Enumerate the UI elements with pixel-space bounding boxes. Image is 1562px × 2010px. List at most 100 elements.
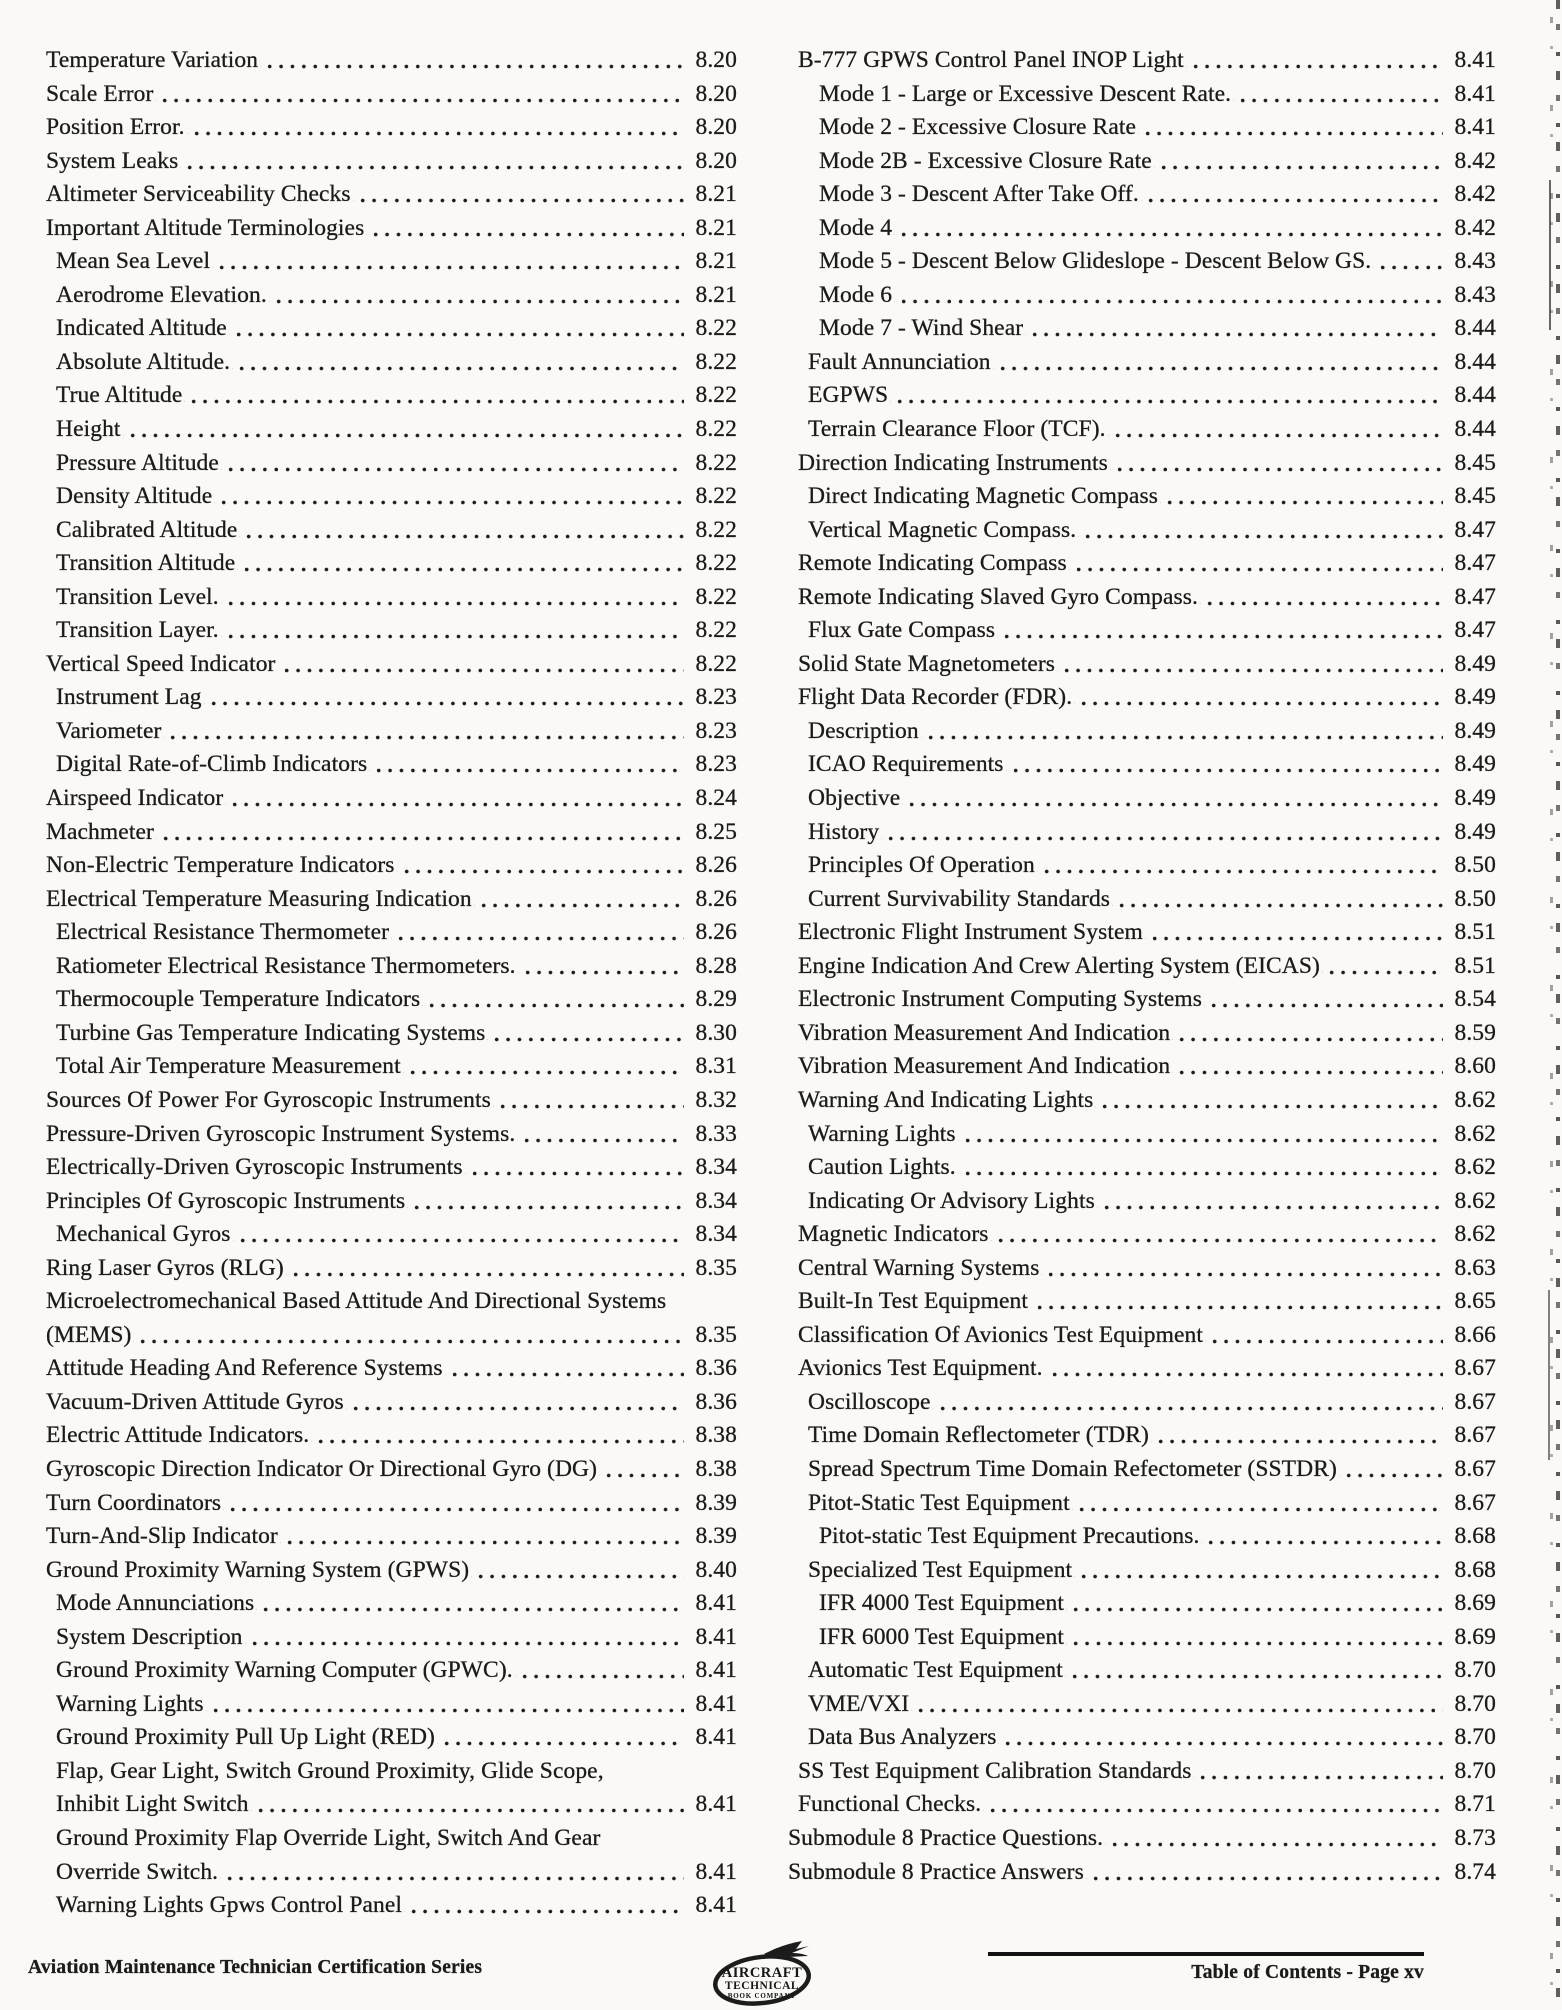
footer-series-title: Aviation Maintenance Technician Certific…	[28, 1957, 483, 1978]
toc-entry-page: 8.49	[1454, 751, 1496, 778]
dot-leader	[997, 614, 1443, 648]
toc-entry: Built-In Test Equipment 8.65	[788, 1285, 1496, 1319]
toc-entry-label: Pressure Altitude	[56, 449, 219, 476]
toc-entry-label: Description	[808, 717, 919, 744]
toc-entry: Temperature Variation 8.20	[36, 44, 737, 78]
toc-entry-label: Transition Level.	[56, 583, 219, 610]
toc-entry: Pitot-static Test Equipment Precautions.…	[788, 1520, 1496, 1554]
dot-leader	[894, 278, 1443, 313]
toc-entry-label: Inhibit Light Switch	[56, 1791, 249, 1818]
toc-entry-label: Machmeter	[46, 818, 154, 845]
dot-leader	[352, 178, 684, 212]
toc-entry: Flux Gate Compass 8.47	[788, 614, 1496, 648]
footer-page-label: Table of Contents - Page xv	[1191, 1962, 1424, 1983]
dot-leader	[260, 44, 684, 78]
toc-entry-page: 8.49	[1454, 818, 1496, 845]
toc-entry: Attitude Heading And Reference Systems 8.…	[36, 1352, 737, 1386]
toc-entry-label: Thermocouple Temperature Indicators	[56, 986, 421, 1013]
toc-entry: Mode 3 - Descent After Take Off. 8.42	[788, 178, 1496, 212]
toc-entry-label: Warning And Indicating Lights	[798, 1086, 1094, 1113]
dot-leader	[407, 1184, 684, 1219]
toc-column-right: B-777 GPWS Control Panel INOP Light 8.41 M…	[788, 44, 1496, 1890]
toc-entry-page: 8.41	[695, 1858, 737, 1885]
toc-entry-label: Sources Of Power For Gyroscopic Instrume…	[46, 1086, 491, 1113]
aircraft-technical-book-company-logo: AIRCRAFT TECHNICAL BOOK COMPANY	[713, 1941, 811, 2006]
toc-entry-label: Mode 2B - Excessive Closure Rate	[819, 147, 1152, 174]
toc-entry: Submodule 8 Practice Answers 8.74	[788, 1855, 1496, 1890]
toc-entry: Warning Lights 8.62	[788, 1117, 1496, 1152]
toc-entry-label: Vertical Magnetic Compass.	[808, 516, 1077, 543]
toc-entry: Submodule 8 Practice Questions. 8.73	[788, 1821, 1496, 1856]
toc-entry-page: 8.73	[1454, 1824, 1496, 1851]
toc-entry-page: 8.42	[1454, 214, 1496, 241]
toc-entry-label: Override Switch.	[56, 1858, 219, 1885]
toc-entry-label: Current Survivability Standards	[808, 885, 1111, 912]
toc-entry-label: Built-In Test Equipment	[798, 1288, 1028, 1315]
toc-entry-page: 8.43	[1454, 248, 1496, 275]
dot-leader	[311, 1419, 684, 1453]
toc-entry-label: Mode 1 - Large or Excessive Descent Rate…	[819, 80, 1232, 107]
toc-entry: Electric Attitude Indicators. 8.38	[36, 1419, 737, 1453]
toc-entry: Mode 1 - Large or Excessive Descent Rate…	[788, 77, 1496, 112]
toc-entry-label: Turbine Gas Temperature Indicating Syste…	[56, 1019, 486, 1046]
toc-entry-label: Digital Rate-of-Climb Indicators	[56, 751, 368, 778]
toc-entry: Altimeter Serviceability Checks 8.21	[36, 178, 737, 212]
toc-entry: Calibrated Altitude 8.22	[36, 513, 737, 548]
dot-leader	[1078, 513, 1443, 548]
dot-leader	[1233, 77, 1443, 112]
toc-entry: Microelectromechanical Based Attitude An…	[36, 1285, 737, 1319]
dot-leader	[1029, 1285, 1443, 1319]
dot-leader	[983, 1788, 1443, 1822]
toc-entry: Inhibit Light Switch 8.41	[36, 1788, 737, 1822]
toc-entry: Variometer 8.23	[36, 714, 737, 749]
toc-entry: Spread Spectrum Time Domain Refectometer…	[788, 1452, 1496, 1487]
dot-leader	[186, 111, 684, 145]
toc-entry: Vibration Measurement And Indication 8.60	[788, 1050, 1496, 1084]
toc-entry-label: Caution Lights.	[808, 1154, 956, 1181]
toc-entry-label: Flux Gate Compass	[808, 617, 996, 644]
toc-entry: Scale Error 8.20	[36, 77, 737, 112]
toc-entry-label: Direct Indicating Magnetic Compass	[808, 483, 1158, 510]
toc-entry: Electronic Instrument Computing Systems 8…	[788, 983, 1496, 1017]
toc-entry-page: 8.40	[695, 1556, 737, 1583]
dot-leader	[155, 77, 684, 112]
toc-entry-page: 8.38	[695, 1422, 737, 1449]
dot-leader	[1064, 1654, 1443, 1688]
dot-leader	[602, 1822, 734, 1856]
dot-leader	[1338, 1452, 1443, 1487]
dot-leader	[920, 714, 1443, 749]
dot-leader	[220, 446, 684, 481]
toc-entry-page: 8.20	[695, 147, 737, 174]
toc-entry: Ground Proximity Warning System (GPWS) 8.…	[36, 1553, 737, 1588]
toc-entry: Direct Indicating Magnetic Compass 8.45	[788, 480, 1496, 514]
dot-leader	[422, 983, 684, 1017]
toc-entry: Vacuum-Driven Attitude Gyros 8.36	[36, 1385, 737, 1420]
toc-entry: Remote Indicating Slaved Gyro Compass. 8.…	[788, 580, 1496, 615]
toc-entry: Warning Lights 8.41	[36, 1687, 737, 1722]
toc-entry-label: Electronic Instrument Computing Systems	[798, 986, 1203, 1013]
toc-entry-page: 8.67	[1454, 1388, 1496, 1415]
toc-entry-label: Electronic Flight Instrument System	[798, 919, 1143, 946]
dot-leader	[957, 1151, 1443, 1185]
dot-leader	[517, 1117, 684, 1152]
dot-leader	[232, 1218, 684, 1252]
logo-text-line3: BOOK COMPANY	[728, 1992, 796, 2000]
toc-entry-page: 8.34	[695, 1221, 737, 1248]
toc-entry: Magnetic Indicators 8.62	[788, 1218, 1496, 1252]
toc-entry: Principles Of Operation 8.50	[788, 849, 1496, 883]
toc-entry: Mode 7 - Wind Shear 8.44	[788, 312, 1496, 346]
dot-leader	[366, 211, 684, 246]
toc-entry-label: Mode 2 - Excessive Closure Rate	[819, 114, 1137, 141]
toc-entry: Fault Annunciation 8.44	[788, 345, 1496, 380]
dot-leader	[1074, 681, 1443, 715]
toc-entry-label: Solid State Magnetometers	[798, 650, 1056, 677]
toc-entry-page: 8.74	[1454, 1858, 1496, 1885]
toc-entry: Engine Indication And Crew Alerting Syst…	[788, 949, 1496, 984]
dot-leader	[1199, 580, 1443, 615]
toc-entry-page: 8.32	[695, 1086, 737, 1113]
logo-text-line1: AIRCRAFT	[722, 1965, 803, 1981]
toc-entry: Important Altitude Terminologies 8.21	[36, 211, 737, 246]
toc-entry-page: 8.22	[695, 315, 737, 342]
toc-entry-page: 8.29	[695, 986, 737, 1013]
toc-entry: History 8.49	[788, 815, 1496, 850]
